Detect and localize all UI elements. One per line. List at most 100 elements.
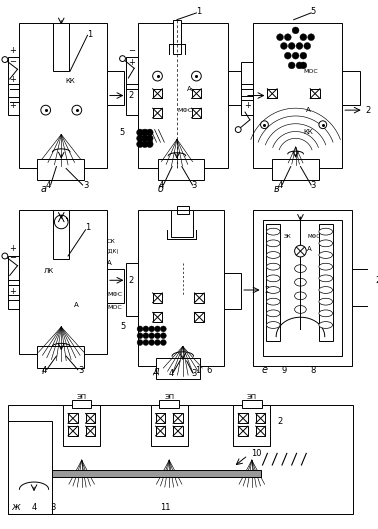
Bar [253,23,342,168]
Text: 3: 3 [310,181,316,190]
Text: +: + [9,101,16,110]
Circle shape [160,326,166,332]
Bar [68,414,78,423]
Ellipse shape [319,228,333,235]
Text: 3: 3 [192,181,197,190]
Text: +: + [9,47,16,56]
Text: +: + [128,58,135,67]
Circle shape [136,141,143,148]
Bar [171,210,192,238]
Circle shape [2,57,8,62]
Bar [228,71,245,105]
Circle shape [288,42,295,49]
Bar [192,108,201,118]
Bar [126,57,138,115]
Bar [8,256,19,309]
Circle shape [192,71,201,81]
Text: ЭП: ЭП [247,394,257,400]
Text: 2: 2 [375,276,378,285]
Ellipse shape [266,322,280,329]
Text: 2: 2 [366,106,371,115]
Circle shape [288,62,295,69]
Circle shape [149,333,155,339]
Text: А: А [307,246,312,252]
Bar [8,421,51,514]
Text: 2: 2 [270,91,274,100]
Bar [173,426,183,436]
Bar [224,272,241,309]
Text: −: − [128,47,135,56]
Text: +: + [245,101,251,110]
Text: 1: 1 [195,366,200,375]
Text: 4: 4 [31,503,37,512]
Text: МФС: МФС [177,107,192,113]
Text: 4: 4 [277,181,283,190]
Bar [266,224,280,341]
Text: 4: 4 [169,369,174,378]
Circle shape [300,62,307,69]
Circle shape [155,333,160,339]
Circle shape [319,121,327,129]
Bar [151,405,187,445]
Text: г: г [41,366,46,376]
Circle shape [72,105,82,115]
Ellipse shape [266,252,280,258]
Circle shape [141,129,148,136]
Bar [310,89,320,98]
Text: ЛК: ЛК [43,268,53,273]
Text: 1: 1 [85,223,90,232]
Bar [238,414,248,423]
Bar [8,405,353,514]
Text: А: А [107,260,112,266]
Text: (ДК): (ДК) [107,249,119,253]
Text: ЭП: ЭП [77,394,87,400]
Circle shape [284,34,291,41]
Bar [19,23,107,168]
Bar [85,426,95,436]
Text: д: д [152,366,159,376]
Ellipse shape [266,298,280,305]
Ellipse shape [266,275,280,282]
Text: 4: 4 [159,181,164,190]
Bar [153,108,163,118]
Text: 5: 5 [119,128,124,137]
Ellipse shape [266,240,280,247]
Text: 2: 2 [129,276,133,285]
Bar [156,426,165,436]
Bar [256,414,265,423]
Circle shape [308,34,314,41]
Bar [177,206,189,214]
Circle shape [149,326,155,332]
Bar [267,89,277,98]
Bar [342,71,360,105]
Text: МФС: МФС [107,293,122,297]
Circle shape [292,27,299,34]
Circle shape [277,34,284,41]
Circle shape [260,121,268,129]
Bar [72,400,91,408]
Circle shape [160,333,166,339]
Bar [158,159,204,180]
Circle shape [284,52,291,59]
Text: 6: 6 [206,366,212,375]
Bar [153,312,163,322]
Circle shape [143,326,149,332]
Bar [8,57,19,115]
Circle shape [143,340,149,345]
Bar [256,426,265,436]
Bar [319,224,333,341]
Text: 3: 3 [51,503,56,512]
Bar [107,269,124,303]
Text: 9: 9 [281,366,287,375]
Bar [153,89,163,98]
Bar [242,400,262,408]
Bar [272,159,319,180]
Bar [51,470,260,477]
Ellipse shape [319,310,333,317]
Text: ж: ж [12,502,20,512]
Ellipse shape [319,298,333,305]
Text: МОС: МОС [304,69,319,74]
Text: 11: 11 [160,503,170,512]
Circle shape [149,340,155,345]
Text: 1: 1 [87,30,92,39]
